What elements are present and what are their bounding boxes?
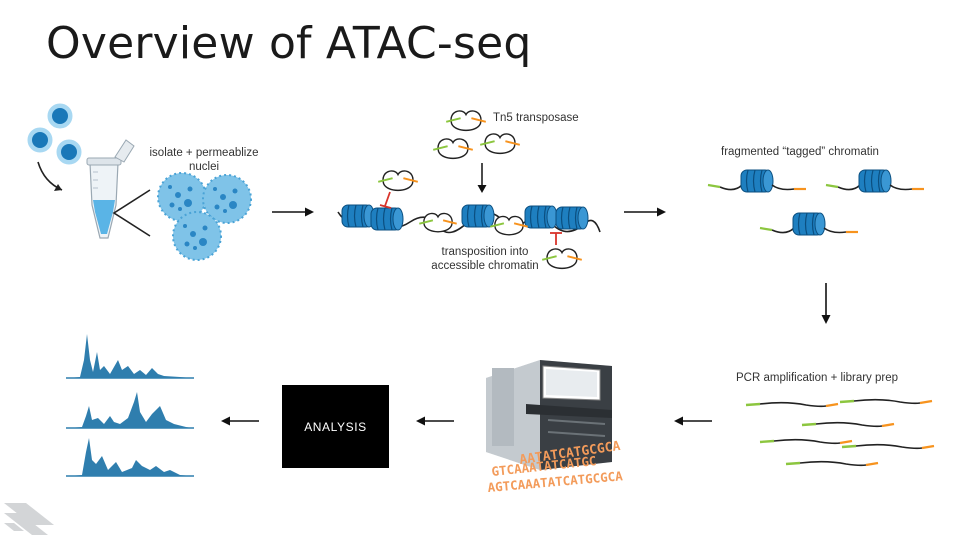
tn5-icon	[445, 109, 487, 132]
tn5-label: Tn5 transposase	[493, 112, 579, 124]
inhibit-marker-2	[550, 232, 562, 245]
isolate-label-line2: nuclei	[188, 161, 220, 173]
isolate-label: isolate + permeablize nuclei	[143, 146, 265, 174]
reads-group	[744, 398, 936, 467]
arrow-left-2	[416, 416, 454, 426]
tn5-icon	[418, 212, 458, 233]
read-line	[800, 421, 896, 428]
read-line	[840, 443, 936, 450]
tube-icon	[86, 139, 135, 239]
split-lines	[112, 189, 151, 237]
fragment-icon	[760, 213, 858, 235]
analysis-box: ANALYSIS	[282, 385, 389, 468]
peak-track-3	[68, 438, 192, 476]
tn5-icon	[541, 247, 583, 270]
read-line	[784, 460, 880, 467]
arrowhead-icon	[54, 184, 62, 191]
fragment-icon	[826, 170, 924, 192]
down-arrow-tn5	[477, 163, 487, 193]
read-line	[758, 438, 854, 445]
cells-group	[26, 102, 83, 166]
fragment-icon	[708, 170, 806, 192]
read-line	[744, 401, 840, 408]
isolate-label-line1: isolate + permeablize	[149, 147, 259, 159]
transposition-label-line1: transposition into	[441, 246, 529, 258]
down-arrow-right	[821, 283, 831, 324]
nucleosome-icon	[461, 204, 495, 228]
peak-track-1	[68, 334, 192, 378]
transposition-label-line2: accessible chromatin	[431, 260, 539, 272]
read-line	[838, 398, 934, 405]
nucleosome-icon	[341, 204, 375, 228]
tn5-icon	[479, 132, 521, 155]
analysis-label: ANALYSIS	[304, 419, 367, 434]
fragmented-label: fragmented “tagged” chromatin	[721, 146, 879, 158]
cell-icon	[55, 138, 83, 166]
arrow-left-1	[674, 416, 712, 426]
arrow-left-3	[221, 416, 259, 426]
cell-icon	[26, 126, 54, 154]
tn5-icon	[377, 169, 419, 192]
pcr-label: PCR amplification + library prep	[736, 372, 899, 384]
tn5-icon	[489, 215, 529, 236]
arrow-2	[624, 207, 666, 217]
tn5-icon	[432, 137, 474, 160]
chromatin-group	[337, 169, 601, 270]
page-title: Overview of ATAC-seq	[46, 18, 532, 69]
peak-track-2	[68, 392, 192, 428]
nuclei-group	[157, 172, 252, 261]
inhibit-marker-1	[379, 191, 392, 209]
nucleosome-icon	[555, 206, 589, 230]
nucleus-icon	[172, 211, 222, 261]
peak-tracks-group	[66, 334, 194, 477]
cell-icon	[46, 102, 74, 130]
fragments-group	[708, 170, 924, 235]
arrow-1	[272, 207, 314, 217]
nucleosome-icon	[370, 207, 404, 231]
transposition-label: transposition into accessible chromatin	[420, 245, 550, 273]
slide-logo-icon	[4, 503, 54, 535]
free-tn5-group	[432, 109, 521, 160]
nucleosome-icon	[524, 205, 558, 229]
sequencer-icon	[486, 360, 612, 470]
